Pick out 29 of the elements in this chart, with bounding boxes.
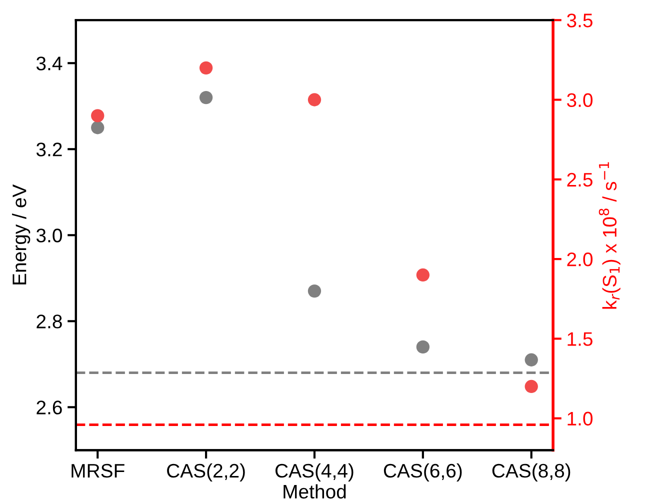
y2-axis-title: k$_{r}$(S$_{1}$) x 10$^{8}$ / s$^{−1}$ bbox=[598, 162, 620, 309]
y-tick-label: 3.0 bbox=[36, 228, 62, 242]
point bbox=[416, 268, 430, 282]
y2-tick-label: 3.0 bbox=[566, 93, 593, 107]
point bbox=[91, 109, 104, 122]
y2-tick-label: 2.0 bbox=[567, 252, 593, 266]
point bbox=[524, 353, 538, 366]
point bbox=[199, 90, 213, 104]
x-tick-label: CAS(4,4) bbox=[276, 463, 354, 482]
point bbox=[416, 340, 430, 354]
y2-tick-label: 1.0 bbox=[568, 412, 593, 426]
point bbox=[308, 93, 322, 106]
x-axis-title: Method bbox=[284, 484, 346, 499]
point bbox=[199, 61, 213, 74]
point bbox=[308, 284, 322, 298]
x-tick-label: CAS(2,2) bbox=[167, 463, 245, 482]
point bbox=[91, 121, 104, 134]
y2-tick-label: 3.5 bbox=[566, 14, 592, 28]
point bbox=[524, 380, 538, 394]
y2-tick-label: 2.5 bbox=[567, 172, 592, 187]
y-axis-title: Energy / eV bbox=[12, 184, 30, 284]
x-tick-label: CAS(8,8) bbox=[492, 463, 570, 482]
y-tick-label: 2.6 bbox=[36, 400, 62, 414]
x-tick-label: CAS(6,6) bbox=[384, 463, 462, 482]
y-tick-label: 3.2 bbox=[36, 142, 62, 156]
y2-tick-label: 1.5 bbox=[568, 332, 592, 346]
x-tick-label: MRSF bbox=[72, 464, 124, 478]
y-tick-label: 3.4 bbox=[36, 56, 62, 70]
y-tick-label: 2.8 bbox=[36, 314, 62, 328]
